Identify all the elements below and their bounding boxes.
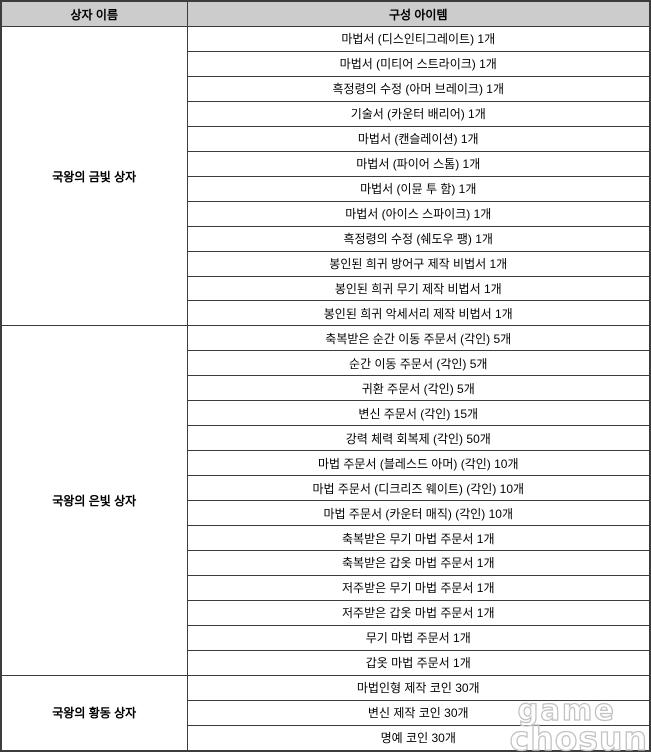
- table-row: 봉인된 희귀 무기 제작 비법서 1개: [1, 275, 651, 302]
- table-row: 강력 체력 회복제 (각인) 50개: [1, 425, 651, 452]
- table-row: 마법 주문서 (카운터 매직) (각인) 10개: [1, 500, 651, 527]
- item-cell: 저주받은 갑옷 마법 주문서 1개: [186, 599, 651, 626]
- table-row: 변신 제작 코인 30개: [1, 699, 651, 726]
- item-cell: 축복받은 순간 이동 주문서 (각인) 5개: [186, 325, 651, 352]
- item-cell: 봉인된 희귀 무기 제작 비법서 1개: [186, 275, 651, 302]
- table-row: 마법서 (파이어 스톰) 1개: [1, 150, 651, 177]
- item-cell: 기술서 (카운터 배리어) 1개: [186, 100, 651, 127]
- item-cell: 강력 체력 회복제 (각인) 50개: [186, 425, 651, 452]
- table-row: 마법 주문서 (디크리즈 웨이트) (각인) 10개: [1, 475, 651, 502]
- item-cell: 마법 주문서 (블레스드 아머) (각인) 10개: [186, 450, 651, 477]
- item-cell: 축복받은 갑옷 마법 주문서 1개: [186, 550, 651, 576]
- table-row: 저주받은 갑옷 마법 주문서 1개: [1, 599, 651, 626]
- table-row: 명예 코인 30개: [1, 724, 651, 752]
- column-header-box-name: 상자 이름: [0, 0, 188, 27]
- box-name-cell: 국왕의 은빛 상자: [0, 325, 188, 676]
- item-cell: 마법서 (디스인티그레이트) 1개: [186, 26, 651, 52]
- item-cell: 마법서 (캔슬레이션) 1개: [186, 125, 651, 152]
- box-name-cell: 국왕의 금빛 상자: [0, 25, 188, 327]
- item-cell: 봉인된 희귀 악세서리 제작 비법서 1개: [186, 300, 651, 327]
- table-row: 봉인된 희귀 악세서리 제작 비법서 1개: [1, 300, 651, 327]
- item-cell: 흑정령의 수정 (쉐도우 팽) 1개: [186, 225, 651, 252]
- table-row: 축복받은 무기 마법 주문서 1개: [1, 525, 651, 552]
- item-cell: 마법서 (미티어 스트라이크) 1개: [186, 50, 651, 77]
- item-cell: 변신 주문서 (각인) 15개: [186, 400, 651, 427]
- table-row: 기술서 (카운터 배리어) 1개: [1, 100, 651, 127]
- item-cell: 변신 제작 코인 30개: [186, 699, 651, 726]
- table-row: 국왕의 황동 상자 마법인형 제작 코인 30개: [0, 674, 651, 752]
- table-row: 변신 주문서 (각인) 15개: [1, 400, 651, 427]
- table-row: 봉인된 희귀 방어구 제작 비법서 1개: [1, 250, 651, 277]
- table-row: 흑정령의 수정 (아머 브레이크) 1개: [1, 75, 651, 102]
- table-row: 저주받은 무기 마법 주문서 1개: [1, 574, 651, 601]
- table-body: 국왕의 금빛 상자 마법서 (디스인티그레이트) 1개 마법서 (미티어 스트라이크…: [0, 25, 651, 752]
- item-cell: 갑옷 마법 주문서 1개: [186, 649, 651, 676]
- header-row: 상자 이름 구성 아이템: [0, 0, 651, 27]
- table-row: 국왕의 금빛 상자 마법서 (디스인티그레이트) 1개: [0, 25, 651, 327]
- item-cell: 마법서 (파이어 스톰) 1개: [186, 150, 651, 177]
- item-cell: 흑정령의 수정 (아머 브레이크) 1개: [186, 75, 651, 102]
- item-cell: 마법 주문서 (카운터 매직) (각인) 10개: [186, 500, 651, 527]
- box-name-cell: 국왕의 황동 상자: [0, 674, 188, 752]
- item-cell: 마법 주문서 (디크리즈 웨이트) (각인) 10개: [186, 475, 651, 502]
- item-cell: 축복받은 무기 마법 주문서 1개: [186, 525, 651, 552]
- table-row: 갑옷 마법 주문서 1개: [1, 649, 651, 676]
- table-row: 마법서 (캔슬레이션) 1개: [1, 125, 651, 152]
- column-header-items: 구성 아이템: [186, 0, 651, 27]
- table-row: 마법서 (이뮨 투 함) 1개: [1, 175, 651, 202]
- item-cell: 마법서 (아이스 스파이크) 1개: [186, 200, 651, 227]
- table-row: 무기 마법 주문서 1개: [1, 624, 651, 651]
- item-cell: 저주받은 무기 마법 주문서 1개: [186, 574, 651, 601]
- table-row: 국왕의 은빛 상자 축복받은 순간 이동 주문서 (각인) 5개: [0, 325, 651, 676]
- item-cell: 봉인된 희귀 방어구 제작 비법서 1개: [186, 250, 651, 277]
- item-cell: 순간 이동 주문서 (각인) 5개: [186, 350, 651, 377]
- table-row: 귀환 주문서 (각인) 5개: [1, 375, 651, 402]
- item-cell: 마법인형 제작 코인 30개: [186, 674, 651, 701]
- table-row: 마법서 (아이스 스파이크) 1개: [1, 200, 651, 227]
- table-row: 마법 주문서 (블레스드 아머) (각인) 10개: [1, 450, 651, 477]
- item-cell: 무기 마법 주문서 1개: [186, 624, 651, 651]
- item-cell: 명예 코인 30개: [186, 724, 651, 752]
- item-cell: 마법서 (이뮨 투 함) 1개: [186, 175, 651, 202]
- table-row: 순간 이동 주문서 (각인) 5개: [1, 350, 651, 377]
- table-row: 축복받은 갑옷 마법 주문서 1개: [1, 550, 651, 576]
- table-row: 흑정령의 수정 (쉐도우 팽) 1개: [1, 225, 651, 252]
- table-row: 마법서 (미티어 스트라이크) 1개: [1, 50, 651, 77]
- item-cell: 귀환 주문서 (각인) 5개: [186, 375, 651, 402]
